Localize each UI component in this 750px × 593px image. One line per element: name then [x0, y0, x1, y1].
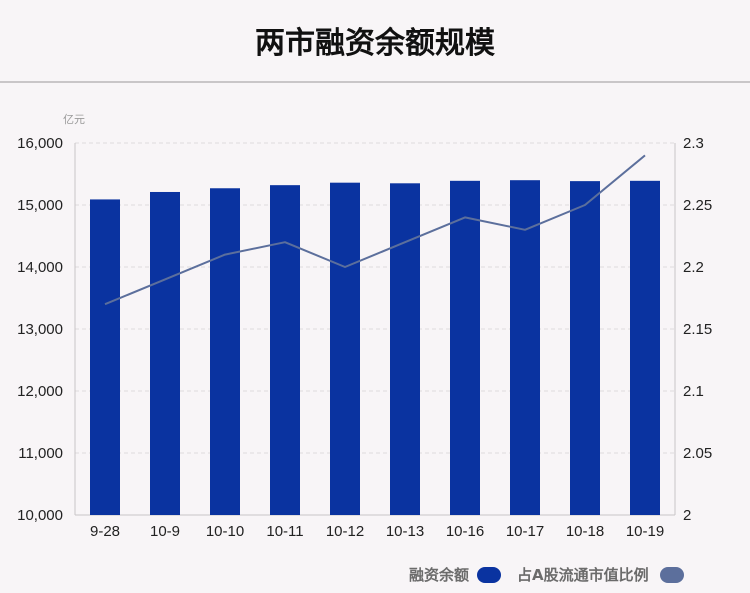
legend: 融资余额 占A股流通市值比例: [409, 566, 684, 584]
right-tick-label: 2: [683, 507, 691, 524]
x-tick-label: 10-12: [326, 523, 364, 540]
line-series: [104, 154, 646, 306]
x-tick-label: 10-17: [506, 523, 544, 540]
bar: [570, 181, 600, 515]
bar: [210, 188, 240, 515]
bar: [150, 191, 180, 516]
bar: [630, 180, 660, 515]
x-tick-label: 10-9: [150, 523, 180, 540]
legend-swatch-ratio: [660, 567, 684, 583]
x-tick-label: 10-13: [386, 523, 424, 540]
chart-title: 两市融资余额规模: [255, 26, 495, 61]
ratio-line: [104, 154, 646, 306]
x-tick-label: 10-11: [266, 523, 303, 540]
x-axis-tick-labels: 9-28 10-9 10-10 10-11 10-12 10-13 10-16 10-17 10…: [90, 523, 664, 540]
left-tick-label: 15,000: [17, 197, 63, 214]
legend-label-ratio: 占A股流通市值比例: [517, 566, 649, 584]
left-tick-label: 12,000: [17, 383, 63, 400]
x-tick-label: 10-16: [446, 523, 484, 540]
right-tick-label: 2.1: [683, 383, 704, 400]
bar: [270, 185, 300, 515]
right-tick-label: 2.25: [683, 197, 712, 214]
x-tick-label: 10-19: [626, 523, 664, 540]
bar: [510, 180, 540, 515]
right-tick-label: 2.05: [683, 445, 712, 462]
title-divider: [0, 81, 750, 83]
bar-series: [90, 180, 660, 516]
right-tick-label: 2.15: [683, 321, 712, 338]
left-tick-label: 11,000: [18, 445, 63, 462]
legend-swatch-balance: [477, 567, 501, 583]
left-tick-label: 13,000: [17, 321, 63, 338]
left-axis-unit: 亿元: [63, 113, 85, 126]
bar: [450, 180, 480, 515]
right-tick-label: 2.3: [683, 135, 704, 152]
bar: [390, 183, 420, 516]
left-tick-label: 10,000: [17, 507, 63, 524]
right-axis-tick-labels: 2 2.05 2.1 2.15 2.2 2.25 2.3: [683, 135, 712, 524]
x-tick-label: 10-18: [566, 523, 604, 540]
bar: [330, 182, 360, 515]
left-tick-label: 14,000: [17, 259, 63, 276]
left-tick-label: 16,000: [17, 135, 63, 152]
bar: [90, 199, 120, 516]
x-tick-label: 10-10: [206, 523, 244, 540]
x-tick-label: 9-28: [90, 523, 120, 540]
right-tick-label: 2.2: [683, 259, 704, 276]
left-axis-tick-labels: 10,000 11,000 12,000 13,000 14,000 15,000 16,0…: [17, 135, 63, 524]
legend-label-balance: 融资余额: [409, 566, 469, 584]
